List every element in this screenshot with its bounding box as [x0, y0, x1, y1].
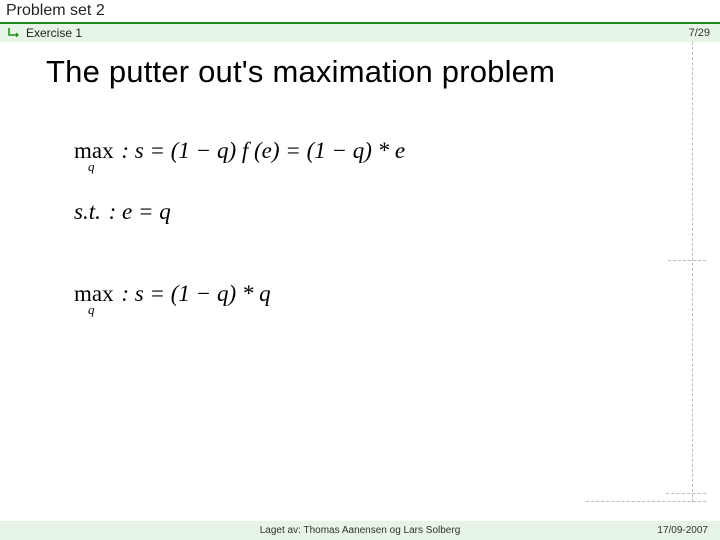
problem-set-label: Problem set 2 — [6, 2, 105, 19]
equation-block: max q : s = (1 − q) f (e) = (1 − q) * e … — [74, 138, 690, 306]
equation-body: : e = q — [103, 199, 171, 224]
breadcrumb-left: Exercise 1 — [8, 26, 82, 40]
equation-1: max q : s = (1 − q) f (e) = (1 − q) * e — [74, 138, 690, 163]
operator-subscript: q — [88, 303, 95, 317]
equation-body: : s = (1 − q) * q — [116, 281, 271, 306]
max-operator: max q — [74, 138, 114, 163]
footer-credits: Laget av: Thomas Aanensen og Lars Solber… — [260, 525, 461, 536]
footer: Laget av: Thomas Aanensen og Lars Solber… — [0, 521, 720, 540]
notes-divider — [692, 42, 706, 502]
equation-3: max q : s = (1 − q) * q — [74, 281, 690, 306]
operator-text: s.t. — [74, 199, 101, 224]
slide-content: The putter out's maximation problem max … — [0, 42, 720, 502]
exercise-label: Exercise 1 — [26, 26, 82, 40]
footer-date: 17/09-2007 — [657, 525, 708, 536]
breadcrumb: Exercise 1 7/29 — [0, 24, 720, 42]
equation-body: : s = (1 − q) f (e) = (1 − q) * e — [116, 138, 406, 163]
notes-tick — [668, 260, 706, 261]
page-title: The putter out's maximation problem — [46, 54, 690, 90]
notes-tick-2 — [666, 493, 706, 494]
equation-2: s.t. : e = q — [74, 199, 690, 224]
page-indicator: 7/29 — [689, 27, 710, 39]
operator-subscript: q — [88, 160, 95, 174]
max-operator: max q — [74, 281, 114, 306]
arrow-icon — [8, 26, 20, 40]
footer-spacer — [12, 525, 15, 536]
notes-tick-3 — [586, 501, 706, 502]
problem-set-title: Problem set 2 — [0, 0, 720, 24]
header: Problem set 2 Exercise 1 7/29 — [0, 0, 720, 42]
st-operator: s.t. — [74, 199, 101, 224]
